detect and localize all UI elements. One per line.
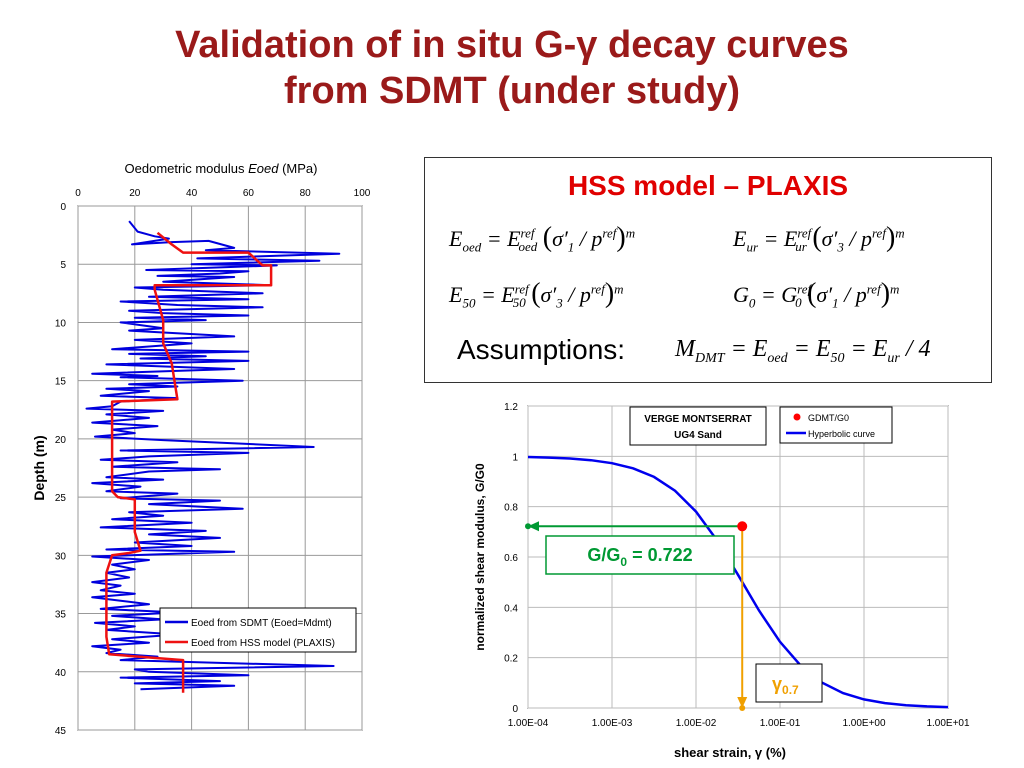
- gamma-annotation-text: γ0.7: [772, 674, 799, 697]
- oed-ytick-label: 30: [55, 551, 67, 562]
- equation-eoed: Eoed = Erefoed (σ′1 / pref)m: [449, 222, 636, 255]
- gg-legend-label-gdmt: GDMT/G0: [808, 413, 849, 423]
- site-label-line1: VERGE MONTSERRAT: [644, 414, 752, 425]
- gg-xtick-label: 1.00E-04: [508, 718, 549, 729]
- gg-ytick-label: 0: [512, 704, 518, 715]
- oed-xtick-label: 40: [186, 188, 198, 199]
- gg-xtick-label: 1.00E-01: [760, 718, 801, 729]
- gg-ylabel: normalized shear modulus, G/G0: [473, 463, 487, 651]
- ratio-annotation-box: [545, 535, 735, 575]
- gamma-axis-marker: [739, 705, 746, 711]
- gg-xtick-label: 1.00E-02: [676, 718, 717, 729]
- gg-ytick-label: 0.6: [504, 553, 518, 564]
- site-label: VERGE MONTSERRAT UG4 Sand: [629, 406, 767, 446]
- slide-title-line1: Validation of in situ G-γ decay curves: [175, 24, 849, 66]
- hss-model-title: HSS model – PLAXIS: [567, 170, 849, 201]
- gg-ytick-label: 1.2: [504, 402, 518, 413]
- ratio-annotation: G/G0 = 0.722: [545, 535, 735, 575]
- equation-eur: Eur = Erefur (σ′3 / pref)m: [733, 222, 905, 255]
- equation-g0: G0 = Gref0 (σ′1 / pref)m: [733, 278, 900, 311]
- oedometric-modulus-chart: Oedometric modulus Eoed (MPa) 0 20 40 60 80 1…: [31, 161, 371, 737]
- ratio-annotation-text: G/G0 = 0.722: [587, 545, 692, 569]
- gg-legend-swatch-gdmt: [793, 413, 801, 421]
- gg-legend-label-hyperbolic: Hyperbolic curve: [808, 429, 875, 439]
- oed-legend-label-hss: Eoed from HSS model (PLAXIS): [191, 638, 335, 649]
- oed-xtick-label: 60: [243, 188, 255, 199]
- gg-xtick-label: 1.00E+01: [926, 718, 970, 729]
- oed-ytick-label: 0: [60, 202, 66, 213]
- gg-legend: GDMT/G0 Hyperbolic curve: [779, 406, 893, 444]
- slide-title: Validation of in situ G-γ decay curves f…: [0, 22, 1024, 114]
- oed-tick-labels: 0 20 40 60 80 100 0 5 10 15 20 25 30 35 40 45: [55, 188, 371, 737]
- oed-ytick-label: 35: [55, 610, 67, 621]
- gg-series-group: [525, 455, 949, 711]
- ratio-arrow-head: [528, 521, 539, 532]
- gamma-annotation: γ0.7: [755, 663, 823, 703]
- shear-modulus-decay-chart: 1.00E-04 1.00E-03 1.00E-02 1.00E-01 1.00E+00…: [473, 402, 970, 760]
- gg-xlabel: shear strain, γ (%): [674, 745, 786, 760]
- oed-ytick-label: 20: [55, 435, 67, 446]
- gamma-annotation-box: [755, 663, 823, 703]
- assumptions-equation: MDMT = Eoed = E50 = Eur / 4: [675, 336, 931, 366]
- oed-ytick-label: 45: [55, 726, 67, 737]
- ratio-axis-marker: [525, 523, 531, 530]
- oed-ytick-label: 40: [55, 668, 67, 679]
- equation-e50: E50 = Eref50 (σ′3 / pref)m: [449, 278, 624, 311]
- oed-legend-box: [159, 607, 357, 653]
- slide-title-line2: from SDMT (under study): [284, 70, 740, 112]
- oed-ytick-label: 10: [55, 318, 67, 329]
- assumptions-label: Assumptions:: [457, 334, 626, 365]
- oed-xtick-label: 80: [300, 188, 312, 199]
- gdmt-data-point: [737, 521, 748, 532]
- gg-hyperbolic-curve: [527, 455, 949, 709]
- oed-xtick-label: 100: [354, 188, 371, 199]
- gg-xtick-label: 1.00E+00: [842, 718, 886, 729]
- oed-series-hss-line: [105, 231, 273, 693]
- gg-xtick-label: 1.00E-03: [592, 718, 633, 729]
- site-label-line2: UG4 Sand: [674, 430, 722, 441]
- gamma-arrow-head: [737, 697, 748, 708]
- gg-legend-box: [779, 406, 893, 444]
- oed-ytick-label: 25: [55, 493, 67, 504]
- gg-ytick-label: 0.4: [504, 603, 518, 614]
- oed-xtick-label: 0: [75, 188, 81, 199]
- oed-ylabel: Depth (m): [31, 435, 47, 500]
- site-label-box: [629, 406, 767, 446]
- gg-ytick-label: 0.8: [504, 503, 518, 514]
- gg-tick-labels: 1.00E-04 1.00E-03 1.00E-02 1.00E-01 1.00E+00…: [504, 402, 970, 729]
- oed-chart-title: Oedometric modulus Eoed (MPa): [125, 161, 318, 176]
- gg-ytick-label: 1: [512, 452, 518, 463]
- oed-ytick-label: 15: [55, 377, 67, 388]
- hss-model-box: HSS model – PLAXIS Eoed = Erefoed (σ′1 /…: [424, 157, 992, 383]
- oed-legend: Eoed from SDMT (Eoed=Mdmt) Eoed from HSS…: [159, 607, 357, 653]
- oed-legend-label-sdmt: Eoed from SDMT (Eoed=Mdmt): [191, 618, 332, 629]
- oed-series-group: [85, 220, 341, 693]
- oed-ytick-label: 5: [60, 260, 66, 271]
- oed-series-sdmt-line: [85, 220, 341, 691]
- oed-xtick-label: 20: [129, 188, 141, 199]
- gg-ytick-label: 0.2: [504, 654, 518, 665]
